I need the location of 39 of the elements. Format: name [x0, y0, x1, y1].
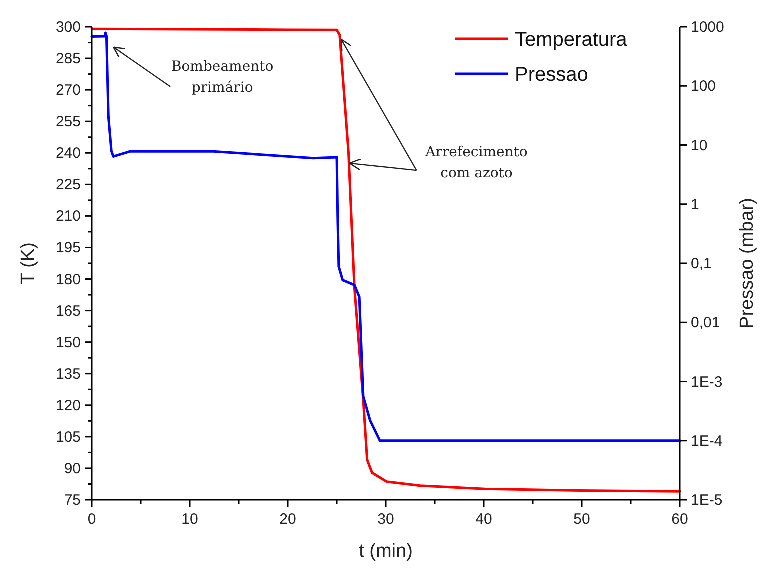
y2-tick-label: 1: [691, 196, 700, 214]
x-tick-label: 20: [280, 511, 296, 528]
y2-tick-label: 1000: [691, 19, 724, 36]
y2-tick-label: 0,1: [691, 256, 712, 272]
y-tick-label: 165: [56, 302, 81, 320]
y-tick-label: 105: [56, 428, 81, 446]
y-tick-label: 135: [56, 366, 81, 383]
y-tick-label: 285: [56, 50, 81, 68]
y-tick-label: 120: [56, 397, 81, 414]
annotation: Arrefecimento com azoto: [424, 144, 528, 182]
x-tick-label: 50: [574, 511, 590, 528]
x-tick-label: 60: [672, 511, 688, 528]
y-tick-label: 255: [56, 114, 81, 131]
y2-tick-label: 1E-4: [691, 432, 723, 450]
x-axis-title: t (min): [359, 541, 413, 562]
y-tick-label: 90: [64, 460, 81, 478]
y2-tick-label: 1E-3: [691, 374, 723, 391]
x-tick-label: 10: [182, 511, 198, 528]
y2-tick-label: 100: [691, 78, 716, 96]
y-tick-label: 210: [56, 208, 81, 226]
x-tick-label: 0: [88, 511, 96, 528]
y-tick-label: 150: [56, 334, 81, 352]
y2-axis-title: Pressao (mbar): [737, 198, 758, 329]
x-tick-label: 40: [476, 511, 492, 528]
y-tick-label: 75: [64, 492, 81, 509]
y-axis-title: T (K): [18, 242, 39, 284]
legend-label: Temperatura: [515, 29, 628, 51]
legend-label: Pressao: [515, 64, 588, 86]
y-tick-label: 180: [56, 271, 81, 288]
y-tick-label: 300: [56, 19, 81, 36]
x-tick-label: 30: [378, 511, 394, 528]
y2-tick-label: 0,01: [691, 314, 720, 332]
y-tick-label: 195: [56, 240, 81, 257]
y2-tick-label: 10: [691, 137, 708, 154]
y2-tick-label: 1E-5: [691, 492, 723, 509]
y-tick-label: 270: [56, 82, 81, 100]
annotation: Bombeamento primário: [171, 58, 274, 96]
y-tick-label: 240: [56, 145, 81, 162]
y-tick-label: 225: [56, 176, 81, 194]
